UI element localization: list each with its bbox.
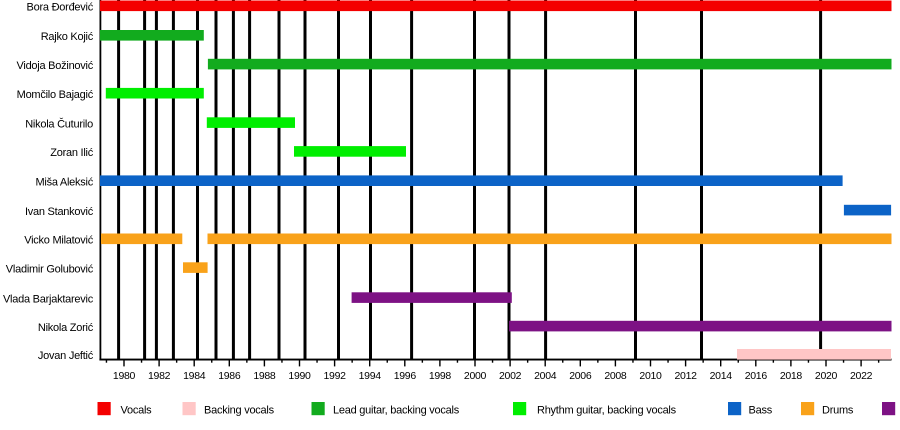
svg-text:1996: 1996	[394, 370, 417, 382]
svg-text:Vicko Milatović: Vicko Milatović	[24, 235, 94, 247]
svg-text:2022: 2022	[850, 370, 873, 382]
svg-text:Miša Aleksić: Miša Aleksić	[35, 176, 93, 188]
svg-text:2018: 2018	[780, 370, 803, 382]
svg-text:1992: 1992	[324, 370, 347, 382]
svg-text:2016: 2016	[745, 370, 768, 382]
svg-text:Momčilo Bajagić: Momčilo Bajagić	[17, 89, 94, 101]
svg-text:2020: 2020	[815, 370, 838, 382]
svg-text:Nikola Čuturilo: Nikola Čuturilo	[25, 117, 93, 130]
svg-text:2004: 2004	[534, 370, 557, 382]
svg-text:2006: 2006	[569, 370, 592, 382]
svg-text:Ivan Stanković: Ivan Stanković	[25, 206, 94, 218]
svg-text:2002: 2002	[499, 370, 522, 382]
svg-text:Rhythm guitar, backing vocals: Rhythm guitar, backing vocals	[537, 405, 677, 417]
svg-text:Lead guitar, backing vocals: Lead guitar, backing vocals	[333, 405, 460, 417]
svg-text:Nikola Zorić: Nikola Zorić	[38, 322, 94, 334]
svg-text:2010: 2010	[639, 370, 662, 382]
svg-text:1980: 1980	[113, 370, 136, 382]
svg-text:Bass: Bass	[749, 405, 773, 417]
svg-text:Vlada Barjaktarevic: Vlada Barjaktarevic	[3, 293, 94, 305]
svg-text:Vidoja Božinović: Vidoja Božinović	[16, 60, 93, 72]
svg-text:2008: 2008	[604, 370, 627, 382]
svg-text:1982: 1982	[148, 370, 171, 382]
svg-text:Rajko Kojić: Rajko Kojić	[41, 31, 94, 43]
svg-text:1990: 1990	[288, 370, 311, 382]
svg-text:Zoran Ilić: Zoran Ilić	[50, 147, 93, 159]
svg-text:Bora Đorđević: Bora Đorđević	[27, 2, 94, 14]
svg-text:2000: 2000	[464, 370, 487, 382]
svg-text:Vladimir Golubović: Vladimir Golubović	[6, 263, 94, 275]
svg-text:1994: 1994	[359, 370, 382, 382]
svg-text:Jovan Jeftić: Jovan Jeftić	[38, 350, 94, 362]
svg-text:1988: 1988	[253, 370, 276, 382]
svg-text:1998: 1998	[429, 370, 452, 382]
svg-text:Vocals: Vocals	[121, 405, 153, 417]
svg-text:1984: 1984	[183, 370, 206, 382]
svg-text:Backing vocals: Backing vocals	[204, 405, 275, 417]
svg-text:1986: 1986	[218, 370, 241, 382]
svg-text:Drums: Drums	[822, 405, 854, 417]
svg-text:2012: 2012	[675, 370, 698, 382]
svg-text:2014: 2014	[710, 370, 733, 382]
